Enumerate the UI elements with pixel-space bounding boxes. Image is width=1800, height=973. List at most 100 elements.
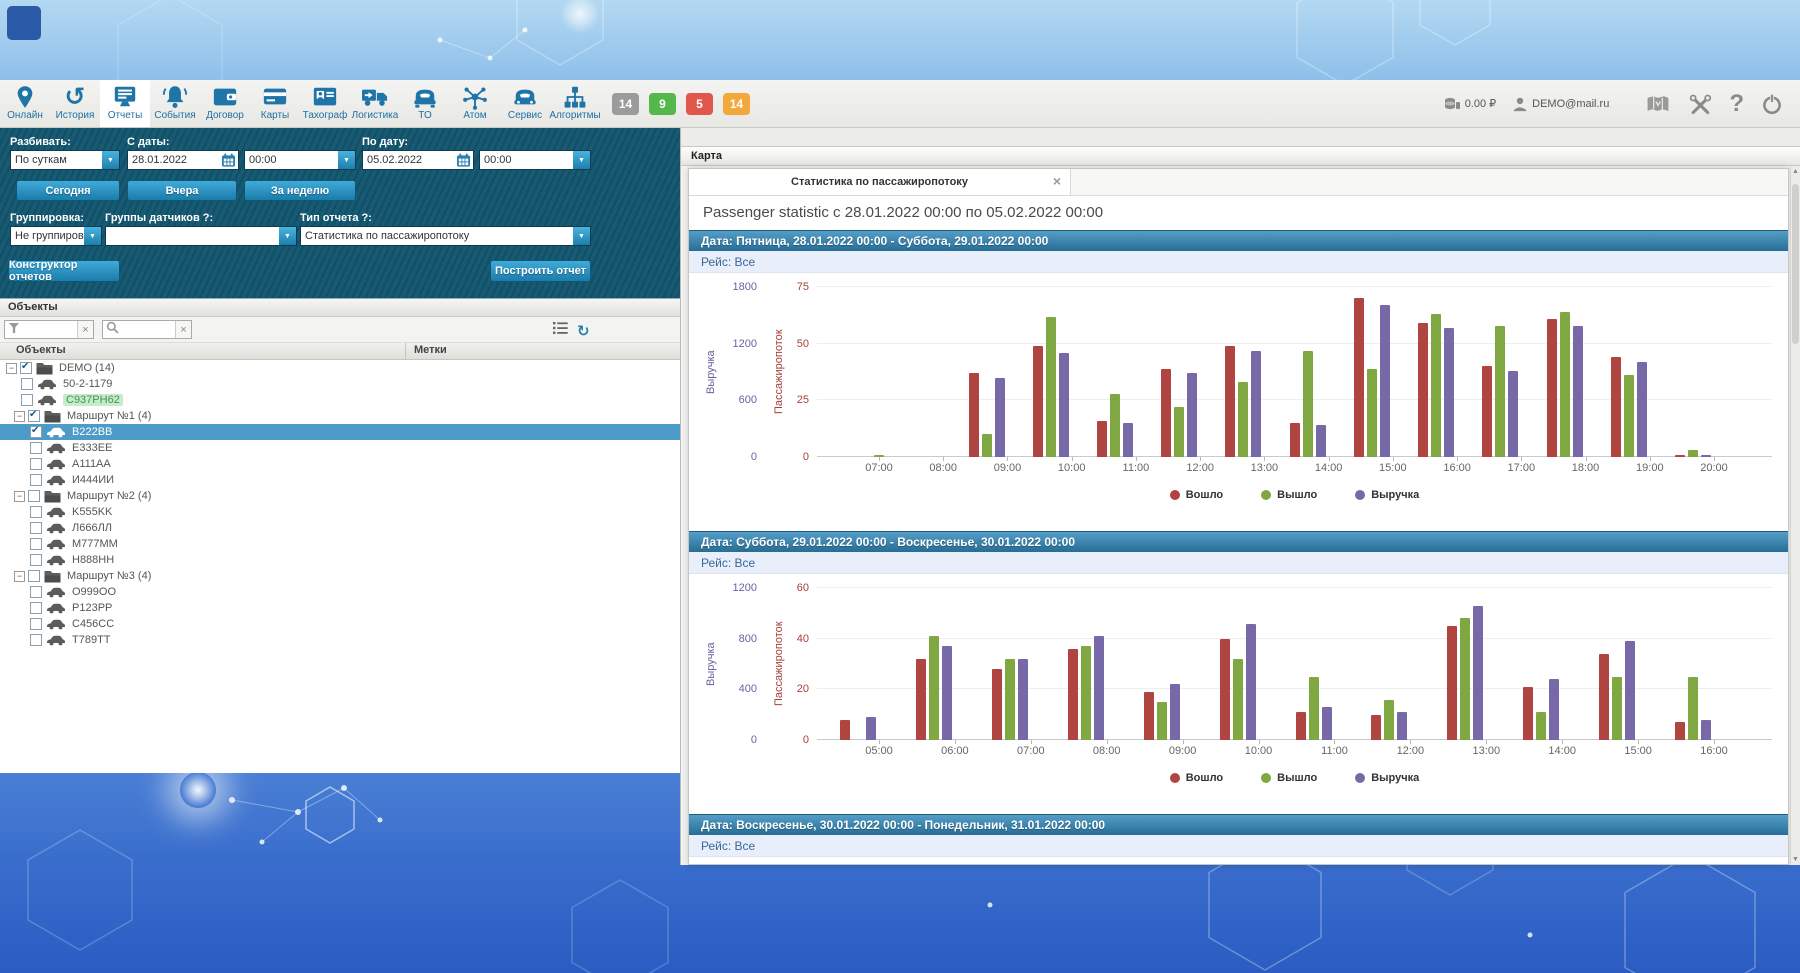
toolbar-item-tachograph[interactable]: Тахограф bbox=[300, 80, 350, 127]
toolbar-item-contract[interactable]: Договор bbox=[200, 80, 250, 127]
tree-row[interactable]: − Маршрут №3 (4) bbox=[0, 568, 680, 584]
power-icon[interactable] bbox=[1760, 92, 1784, 116]
tree-row[interactable]: − DEMO (14) bbox=[0, 360, 680, 376]
yesterday-button[interactable]: Вчера bbox=[127, 180, 237, 201]
checkbox[interactable] bbox=[28, 570, 40, 582]
search-input[interactable]: × bbox=[102, 320, 192, 339]
toolbar-item-service[interactable]: Сервис bbox=[500, 80, 550, 127]
checkbox[interactable] bbox=[30, 586, 42, 598]
checkbox[interactable] bbox=[30, 458, 42, 470]
bar-exited bbox=[1384, 699, 1395, 740]
toolbar-item-algorithm[interactable]: Алгоритмы bbox=[549, 80, 601, 127]
toolbar-item-events[interactable]: События bbox=[150, 80, 200, 127]
chevron-down-icon[interactable]: ▼ bbox=[338, 151, 355, 169]
scrollbar-thumb[interactable] bbox=[1792, 184, 1799, 344]
checkbox[interactable] bbox=[20, 361, 32, 374]
sensor-groups-select[interactable]: ▼ bbox=[105, 226, 297, 246]
checkbox[interactable] bbox=[21, 394, 33, 406]
chevron-down-icon[interactable]: ▼ bbox=[102, 151, 119, 169]
notification-badge[interactable]: 14 bbox=[612, 92, 639, 115]
refresh-icon[interactable]: ↻ bbox=[577, 321, 590, 340]
toolbar-item-cards[interactable]: Карты bbox=[250, 80, 300, 127]
tools-icon[interactable] bbox=[1687, 92, 1713, 116]
tree-row[interactable]: C937PH62 bbox=[0, 392, 680, 408]
checkbox[interactable] bbox=[30, 425, 42, 438]
checkbox[interactable] bbox=[28, 490, 40, 502]
car-icon bbox=[46, 587, 66, 598]
tree-row[interactable]: O999OO bbox=[0, 584, 680, 600]
checkbox[interactable] bbox=[30, 554, 42, 566]
calendar-icon[interactable] bbox=[218, 151, 238, 169]
clear-filter-icon[interactable]: × bbox=[77, 321, 93, 338]
checkbox[interactable] bbox=[30, 522, 42, 534]
tree-row[interactable]: A111AA bbox=[0, 456, 680, 472]
balance[interactable]: 0.00 ₽ bbox=[1444, 96, 1496, 111]
user-account[interactable]: DEMO@mail.ru bbox=[1512, 96, 1609, 112]
expander-icon[interactable]: − bbox=[14, 490, 25, 502]
tree-row[interactable]: B222BB bbox=[0, 424, 680, 440]
atlas-icon[interactable] bbox=[1645, 93, 1671, 115]
tree-item-label: P123PP bbox=[72, 602, 113, 614]
report-constructor-button[interactable]: Конструктор отчетов bbox=[8, 259, 120, 283]
time-to-select[interactable]: 00:00 ▼ bbox=[479, 150, 591, 170]
list-settings-icon[interactable] bbox=[553, 321, 568, 340]
checkbox[interactable] bbox=[30, 618, 42, 630]
build-report-button[interactable]: Построить отчет bbox=[490, 260, 591, 282]
chevron-down-icon[interactable]: ▼ bbox=[279, 227, 296, 245]
calendar-icon[interactable] bbox=[453, 151, 473, 169]
date-to-input[interactable]: 05.02.2022 bbox=[362, 150, 474, 170]
checkbox[interactable] bbox=[21, 378, 33, 390]
time-from-select[interactable]: 00:00 ▼ bbox=[244, 150, 356, 170]
tree-row[interactable]: P123PP bbox=[0, 600, 680, 616]
bar-entered bbox=[1482, 366, 1493, 457]
notification-badge[interactable]: 14 bbox=[723, 92, 750, 115]
week-button[interactable]: За неделю bbox=[244, 180, 356, 201]
scroll-up-icon[interactable]: ▲ bbox=[1792, 168, 1799, 175]
checkbox[interactable] bbox=[30, 634, 42, 646]
toolbar-item-pin[interactable]: Онлайн bbox=[0, 80, 50, 127]
expander-icon[interactable]: − bbox=[6, 362, 17, 374]
filter-input[interactable]: × bbox=[4, 320, 94, 339]
tree-row[interactable]: E333EE bbox=[0, 440, 680, 456]
tree-row[interactable]: И444ИИ bbox=[0, 472, 680, 488]
split-select[interactable]: По суткам ▼ bbox=[10, 150, 120, 170]
checkbox[interactable] bbox=[30, 474, 42, 486]
chevron-down-icon[interactable]: ▼ bbox=[573, 227, 590, 245]
toolbar-item-maintenance[interactable]: ТО bbox=[400, 80, 450, 127]
checkbox[interactable] bbox=[28, 409, 40, 422]
map-scrollbar[interactable]: ▲ ▼ bbox=[1790, 166, 1800, 865]
tree-row[interactable]: H888HH bbox=[0, 552, 680, 568]
checkbox[interactable] bbox=[30, 538, 42, 550]
checkbox[interactable] bbox=[30, 442, 42, 454]
chevron-down-icon[interactable]: ▼ bbox=[84, 227, 101, 245]
tree-row[interactable]: − Маршрут №2 (4) bbox=[0, 488, 680, 504]
objects-panel-title: Объекты bbox=[0, 299, 680, 317]
today-button[interactable]: Сегодня bbox=[16, 180, 120, 201]
notification-badge[interactable]: 9 bbox=[649, 92, 676, 115]
grouping-select[interactable]: Не группирова ▼ bbox=[10, 226, 102, 246]
tree-row[interactable]: Л666ЛЛ bbox=[0, 520, 680, 536]
notification-badge[interactable]: 5 bbox=[686, 92, 713, 115]
expander-icon[interactable]: − bbox=[14, 410, 25, 422]
toolbar-item-reports[interactable]: Отчеты bbox=[100, 80, 150, 127]
report-type-select[interactable]: Статистика по пассажиропотоку ▼ bbox=[300, 226, 591, 246]
help-icon[interactable]: ? bbox=[1729, 89, 1744, 117]
close-icon[interactable]: × bbox=[1052, 173, 1061, 189]
tree-row[interactable]: 50-2-1179 bbox=[0, 376, 680, 392]
date-from-input[interactable]: 28.01.2022 bbox=[127, 150, 239, 170]
clear-search-icon[interactable]: × bbox=[175, 321, 191, 338]
checkbox[interactable] bbox=[30, 506, 42, 518]
expander-icon[interactable]: − bbox=[14, 570, 25, 582]
tree-row[interactable]: M777MM bbox=[0, 536, 680, 552]
toolbar-item-atom[interactable]: Атом bbox=[450, 80, 500, 127]
tree-row[interactable]: C456CC bbox=[0, 616, 680, 632]
checkbox[interactable] bbox=[30, 602, 42, 614]
tree-row[interactable]: K555KK bbox=[0, 504, 680, 520]
tree-row[interactable]: − Маршрут №1 (4) bbox=[0, 408, 680, 424]
tab-passenger-statistics[interactable]: Статистика по пассажиропотоку × bbox=[689, 169, 1071, 195]
toolbar-item-history[interactable]: ↺ История bbox=[50, 80, 100, 127]
scroll-down-icon[interactable]: ▼ bbox=[1792, 856, 1799, 863]
tree-row[interactable]: T789TT bbox=[0, 632, 680, 648]
toolbar-item-logistics[interactable]: Логистика bbox=[350, 80, 400, 127]
chevron-down-icon[interactable]: ▼ bbox=[573, 151, 590, 169]
